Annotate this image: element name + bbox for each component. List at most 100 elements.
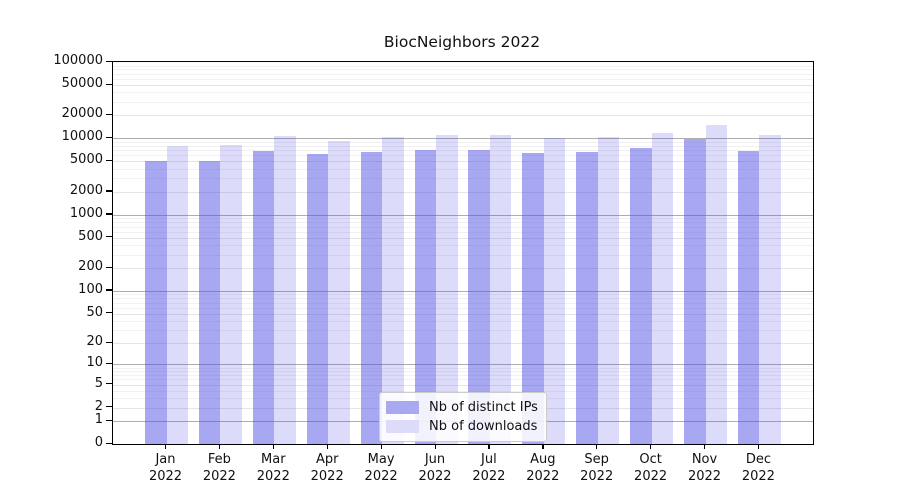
x-tick-may (380, 444, 382, 449)
y-tick-2000 (106, 190, 112, 192)
gridline-40000 (113, 92, 813, 94)
y-tick-10000 (106, 136, 112, 139)
x-tick-mar (272, 444, 275, 449)
gridline-90 (113, 294, 813, 296)
bar-oct-downloads (651, 132, 674, 444)
gridline-9000 (113, 141, 813, 143)
bar-may-downloads (382, 136, 404, 444)
gridline-900 (113, 218, 813, 220)
y-tick-500 (106, 236, 112, 238)
y-tick-label-1000: 1000 (69, 205, 103, 221)
gridline-1000 (113, 214, 813, 216)
y-tick-50000 (106, 83, 112, 85)
gridline-400 (113, 245, 813, 247)
bar-nov-downloads (705, 125, 727, 444)
x-tick-label-jun: Jun 2022 (418, 452, 452, 484)
y-tick-200 (106, 266, 112, 268)
legend-swatch-distinct-ips-icon (386, 401, 419, 414)
chart-title: BiocNeighbors 2022 (383, 33, 541, 51)
gridline-8000 (113, 145, 813, 147)
x-tick-oct (650, 444, 652, 449)
bar-jun-distinct-ips (414, 150, 436, 444)
bar-jan-downloads (166, 145, 188, 444)
bar-jul-downloads (489, 134, 512, 444)
y-tick-label-50000: 50000 (61, 76, 103, 91)
bar-jul-distinct-ips (468, 150, 490, 444)
y-tick-1 (106, 419, 112, 421)
gridline-6000 (113, 155, 813, 157)
y-tick-label-5000: 5000 (69, 152, 103, 168)
y-tick-label-2000: 2000 (69, 182, 103, 198)
gridline-50000 (113, 85, 813, 86)
y-tick-label-0: 0 (94, 435, 103, 450)
gridline-500 (113, 237, 813, 239)
gridline-20 (113, 343, 813, 344)
y-tick-label-10: 10 (86, 355, 103, 371)
gridline-70000 (113, 73, 813, 75)
bar-sep-distinct-ips (576, 151, 598, 444)
y-tick-label-20: 20 (86, 334, 103, 349)
gridline-3000 (113, 178, 813, 180)
gridline-300 (113, 254, 813, 256)
bar-feb-downloads (220, 145, 242, 444)
y-tick-50 (106, 312, 112, 314)
gridline-4 (113, 390, 813, 392)
y-tick-100000 (106, 60, 112, 62)
bar-nov-distinct-ips (684, 138, 706, 444)
y-tick-2 (106, 406, 112, 408)
bar-mar-downloads (274, 135, 296, 444)
x-tick-jan (165, 444, 167, 449)
y-tick-label-100: 100 (78, 281, 103, 297)
gridline-2000 (113, 191, 813, 193)
x-tick-apr (326, 444, 328, 449)
gridline-8 (113, 371, 813, 373)
gridline-50 (113, 313, 813, 315)
bar-apr-distinct-ips (306, 153, 329, 444)
x-tick-sep (596, 444, 598, 449)
y-tick-label-10000: 10000 (61, 129, 103, 145)
gridline-30000 (113, 101, 813, 103)
y-tick-label-200: 200 (78, 259, 103, 274)
bar-sep-downloads (597, 137, 620, 444)
y-tick-20000 (106, 113, 112, 116)
x-tick-aug (542, 444, 544, 449)
gridline-10000 (113, 138, 813, 140)
x-tick-jun (434, 444, 436, 449)
bar-dec-distinct-ips (737, 150, 760, 444)
x-tick-label-may: May 2022 (364, 452, 398, 484)
x-tick-nov (704, 444, 706, 449)
gridline-20000 (113, 115, 813, 117)
bar-jun-downloads (436, 134, 458, 444)
y-tick-label-5: 5 (94, 375, 103, 391)
y-tick-label-50: 50 (86, 304, 103, 320)
x-tick-label-jul: Jul 2022 (472, 452, 506, 484)
x-tick-label-jan: Jan 2022 (148, 452, 183, 484)
y-tick-label-100000: 100000 (53, 53, 103, 68)
x-tick-label-nov: Nov 2022 (687, 452, 722, 484)
bar-feb-distinct-ips (198, 160, 221, 444)
bar-apr-downloads (328, 140, 350, 444)
gridline-40 (113, 320, 813, 322)
plot-area: Nb of distinct IPs Nb of downloads (112, 61, 814, 445)
x-tick-label-apr: Apr 2022 (310, 452, 344, 484)
x-tick-label-dec: Dec 2022 (741, 452, 775, 484)
gridline-4000 (113, 168, 813, 170)
gridline-80 (113, 298, 813, 300)
y-tick-5 (106, 383, 112, 385)
gridline-6 (113, 379, 813, 381)
legend-label-distinct-ips: Nb of distinct IPs (429, 400, 538, 415)
y-tick-label-20000: 20000 (61, 106, 103, 122)
y-tick-100 (106, 289, 112, 291)
y-tick-5000 (106, 159, 112, 162)
legend-row-downloads: Nb of downloads (386, 417, 540, 436)
gridline-9 (113, 367, 813, 369)
gridline-100 (113, 290, 813, 292)
gridline-90000 (113, 65, 813, 67)
x-tick-dec (757, 444, 760, 449)
gridline-800 (113, 222, 813, 224)
gridline-70 (113, 302, 813, 304)
bar-may-distinct-ips (360, 151, 383, 444)
gridline-5000 (113, 161, 813, 163)
x-tick-label-oct: Oct 2022 (634, 452, 668, 484)
